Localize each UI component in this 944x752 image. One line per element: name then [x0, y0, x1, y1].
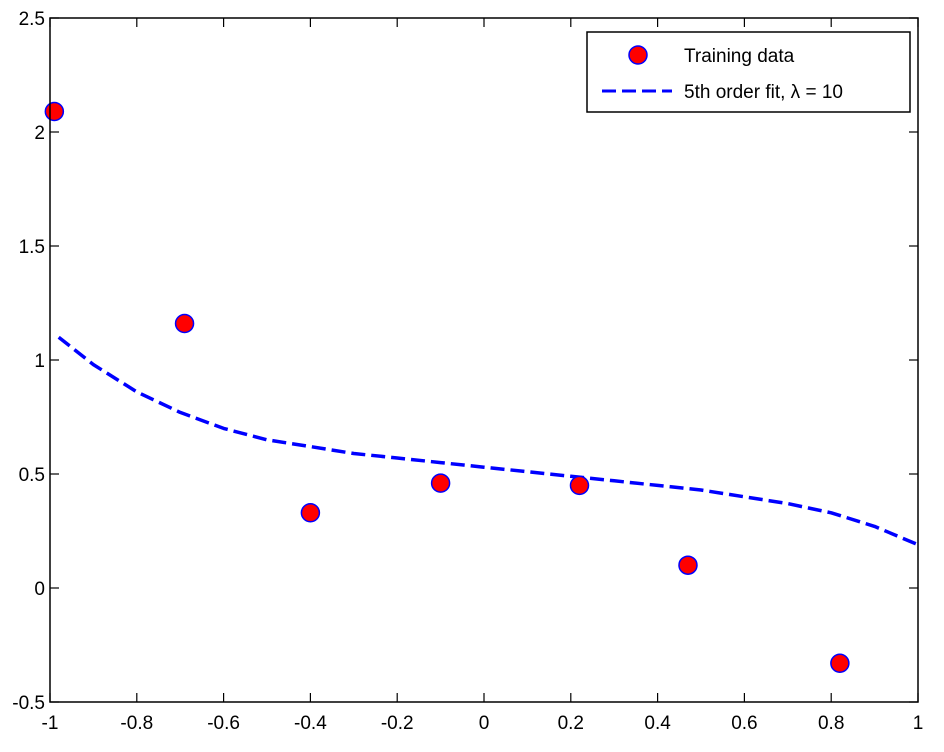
x-tick-label: -0.6	[207, 713, 240, 734]
x-tick-label: 0.8	[818, 713, 844, 734]
y-tick-label: 1.5	[19, 237, 45, 258]
y-tick-label: 0	[34, 579, 45, 600]
fit-line	[57, 335, 919, 547]
training-data-point	[174, 313, 195, 334]
x-tick-label: 0	[479, 713, 490, 734]
legend: Training data 5th order fit, λ = 10	[586, 31, 911, 113]
training-data-point	[830, 653, 850, 673]
x-tick-label: -1	[42, 713, 59, 734]
y-tick-label: 0.5	[19, 465, 45, 486]
x-tick-label: -0.8	[120, 713, 153, 734]
y-tick-labels: -0.5 0 0.5 1 1.5 2 2.5	[12, 9, 45, 714]
legend-marker-training-data	[628, 45, 648, 65]
y-tick-label: -0.5	[12, 693, 45, 714]
x-tick-label: -0.4	[294, 713, 327, 734]
y-tick-label: 2	[34, 123, 45, 144]
x-tick-label: 0.4	[644, 713, 671, 734]
training-data-point	[678, 555, 698, 575]
training-data-point	[430, 473, 451, 493]
legend-label-training-data: Training data	[684, 46, 795, 67]
axis-ticks	[49, 17, 919, 703]
legend-box	[586, 31, 911, 113]
training-points-layer	[44, 101, 850, 673]
training-data-point	[300, 503, 321, 523]
training-data-point	[44, 101, 65, 122]
plot-area	[50, 18, 918, 702]
x-tick-label: 1	[913, 713, 924, 734]
legend-label-fit: 5th order fit, λ = 10	[684, 82, 843, 103]
y-tick-label: 2.5	[19, 9, 45, 30]
x-tick-label: 0.6	[731, 713, 757, 734]
x-tick-label: -0.2	[381, 713, 414, 734]
x-tick-labels: -1 -0.8 -0.6 -0.4 -0.2 0 0.2 0.4 0.6 0.8 1	[42, 713, 924, 734]
x-tick-label: 0.2	[558, 713, 584, 734]
y-tick-label: 1	[34, 351, 45, 372]
fit-line-layer	[57, 335, 919, 547]
training-data-point	[569, 475, 590, 496]
